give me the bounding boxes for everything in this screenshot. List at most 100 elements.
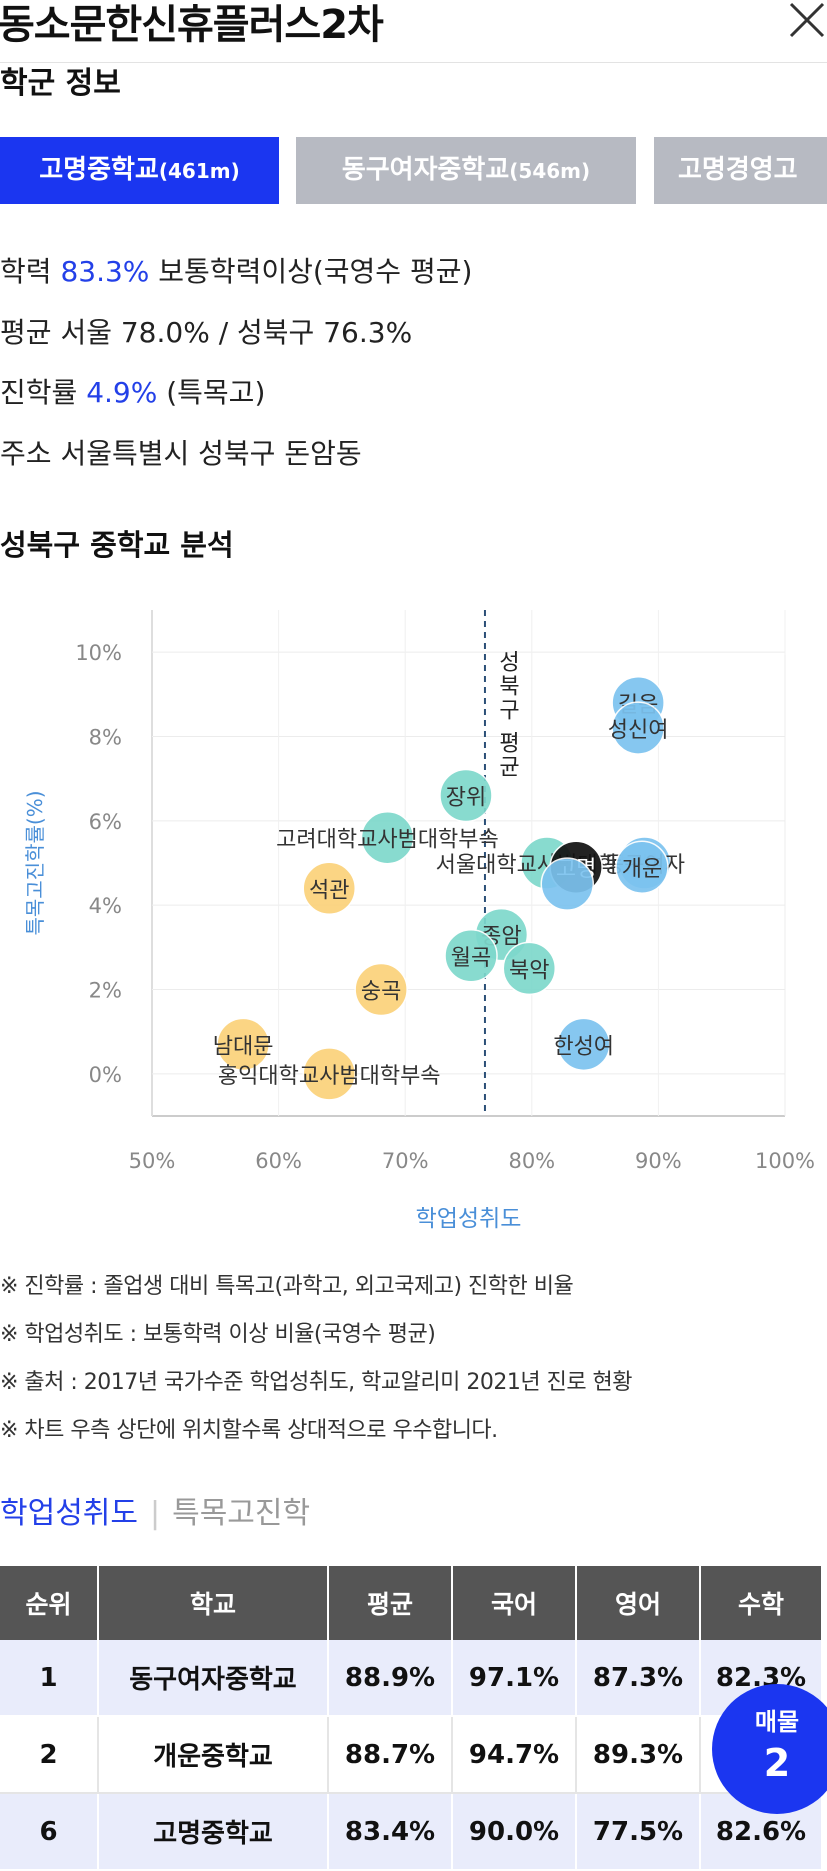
y-tick-label: 6% (89, 810, 122, 834)
point-label: 숭곡 (361, 980, 401, 1005)
cell-korean: 97.1% (452, 1640, 577, 1717)
subtab-divider: | (150, 1496, 161, 1531)
header-divider (0, 62, 827, 63)
cell-average: 88.9% (328, 1640, 453, 1717)
tab-special-high[interactable]: 특목고진학 (172, 1496, 311, 1531)
achievement-line: 학력 83.3% 보통학력이상(국영수 평균) (0, 250, 472, 290)
column-header-english: 영어 (576, 1566, 701, 1640)
progress-value: 4.9% (86, 376, 158, 409)
cell-korean: 90.0% (452, 1793, 577, 1871)
tab-school-name: 동구여자중학교 (341, 155, 510, 185)
analysis-title: 성북구 중학교 분석 (0, 528, 234, 562)
cell-school: 동구여자중학교 (98, 1640, 329, 1717)
scatter-point (611, 701, 665, 755)
achievement-value: 83.3% (60, 255, 150, 288)
table-row[interactable]: 6 고명중학교 83.4% 90.0% 77.5% 82.6% (0, 1793, 823, 1871)
column-header-math: 수학 (700, 1566, 823, 1640)
tab-school-distance: (461m) (158, 159, 240, 183)
table-row[interactable]: 1 동구여자중학교 88.9% 97.1% 87.3% 82.3% (0, 1640, 823, 1717)
x-tick-label: 60% (255, 1149, 302, 1173)
close-button[interactable] (787, 0, 827, 40)
cell-school: 고명중학교 (98, 1793, 329, 1871)
tab-school-gomyeong-business[interactable]: 고명경영고 (654, 137, 827, 204)
scatter-point (439, 768, 493, 823)
cell-average: 88.7% (328, 1716, 453, 1794)
scatter-point (540, 857, 594, 911)
column-header-school: 학교 (98, 1566, 329, 1640)
x-tick-label: 70% (382, 1149, 429, 1173)
scatter-point (302, 1047, 356, 1101)
progress-line: 진학률 4.9% (특목고) (0, 371, 265, 411)
y-axis-label: 특목고진학률(%) (23, 790, 47, 935)
column-header-average: 평균 (328, 1566, 453, 1640)
close-icon (789, 2, 825, 38)
average-line-label: 성북구 평균 (494, 650, 519, 779)
scatter-point (354, 962, 408, 1017)
address-value: 서울특별시 성북구 돈암동 (60, 437, 362, 470)
cell-average: 83.4% (328, 1793, 453, 1871)
fab-label: 매물 (754, 1708, 800, 1736)
school-section-title: 학군 정보 (0, 66, 121, 101)
table-row[interactable]: 2 개운중학교 88.7% 94.7% 89.3% (0, 1716, 823, 1794)
tab-school-name: 고명중학교 (39, 155, 159, 185)
ranking-table: 순위 학교 평균 국어 영어 수학 1 동구여자중학교 88.9% 97.1% … (0, 1566, 823, 1871)
cell-english: 77.5% (576, 1793, 701, 1871)
cell-rank: 2 (0, 1716, 99, 1794)
point-label: 홍익대학교사범대학부속 (218, 1064, 441, 1089)
tab-school-name: 고명경영고 (678, 155, 798, 185)
cell-rank: 1 (0, 1640, 99, 1717)
point-label: 한성여 (553, 1034, 614, 1059)
point-label: 남대문 (213, 1034, 274, 1059)
progress-desc: (특목고) (166, 376, 266, 409)
y-tick-label: 2% (89, 979, 122, 1003)
progress-label: 진학률 (0, 376, 78, 409)
average-line: 평균 서울 78.0% / 성북구 76.3% (0, 311, 412, 351)
cell-school: 개운중학교 (98, 1716, 329, 1794)
note-progress: ※ 진학률 : 졸업생 대비 특목고(과학고, 외고국제고) 진학한 비율 (0, 1274, 574, 1299)
point-label: 북악 (509, 958, 549, 983)
scatter-chart: 0% 2% 4% 6% 8% 10% 50% 60% 70% 80% 90% 100% 학업성취도 특목고… (23, 610, 815, 1232)
cell-english: 89.3% (576, 1716, 701, 1794)
x-tick-label: 90% (635, 1149, 682, 1173)
listings-fab-button[interactable]: 매물 2 (712, 1684, 827, 1814)
ranking-subtabs: 학업성취도 | 특목고진학 (0, 1488, 310, 1532)
achievement-desc: 보통학력이상(국영수 평균) (158, 255, 473, 288)
note-achievement: ※ 학업성취도 : 보통학력 이상 비율(국영수 평균) (0, 1322, 436, 1347)
fab-count: 2 (763, 1741, 791, 1785)
x-tick-label: 100% (755, 1149, 815, 1173)
point-label: 고려대학교사범대학부속 (276, 828, 499, 853)
point-label: 장위 (446, 786, 486, 811)
scatter-point (216, 1017, 270, 1072)
address-line: 주소 서울특별시 성북구 돈암동 (0, 432, 362, 472)
scatter-point (302, 861, 356, 916)
x-tick-label: 50% (129, 1149, 176, 1173)
point-label: 개운 (622, 857, 662, 882)
tab-school-distance: (546m) (509, 159, 591, 183)
x-axis-label: 학업성취도 (416, 1206, 522, 1232)
column-header-rank: 순위 (0, 1566, 99, 1640)
cell-rank: 6 (0, 1793, 99, 1871)
y-tick-label: 10% (75, 641, 122, 665)
point-label: 월곡 (451, 946, 491, 971)
note-source: ※ 출처 : 2017년 국가수준 학업성취도, 학교알리미 2021년 진로 … (0, 1370, 633, 1395)
achievement-label: 학력 (0, 255, 52, 288)
scatter-point (502, 941, 557, 996)
x-tick-label: 80% (508, 1149, 555, 1173)
y-tick-label: 8% (89, 726, 122, 750)
average-label: 평균 (0, 316, 52, 349)
note-hint: ※ 차트 우측 상단에 위치할수록 상대적으로 우수합니다. (0, 1418, 498, 1443)
cell-english: 87.3% (576, 1640, 701, 1717)
average-value: 서울 78.0% / 성북구 76.3% (60, 316, 413, 349)
point-label: 성신여 (608, 718, 669, 743)
tab-school-donggu[interactable]: 동구여자중학교(546m) (296, 137, 636, 204)
scatter-point (360, 810, 415, 865)
page-title: 동소문한신휴플러스2차 (0, 2, 384, 48)
scatter-point (556, 1017, 611, 1072)
address-label: 주소 (0, 437, 52, 470)
tab-school-gomyeong[interactable]: 고명중학교(461m) (0, 137, 279, 204)
y-tick-label: 4% (89, 894, 122, 918)
cell-korean: 94.7% (452, 1716, 577, 1794)
column-header-korean: 국어 (452, 1566, 577, 1640)
tab-achievement[interactable]: 학업성취도 (0, 1496, 138, 1531)
scatter-point (615, 840, 669, 894)
